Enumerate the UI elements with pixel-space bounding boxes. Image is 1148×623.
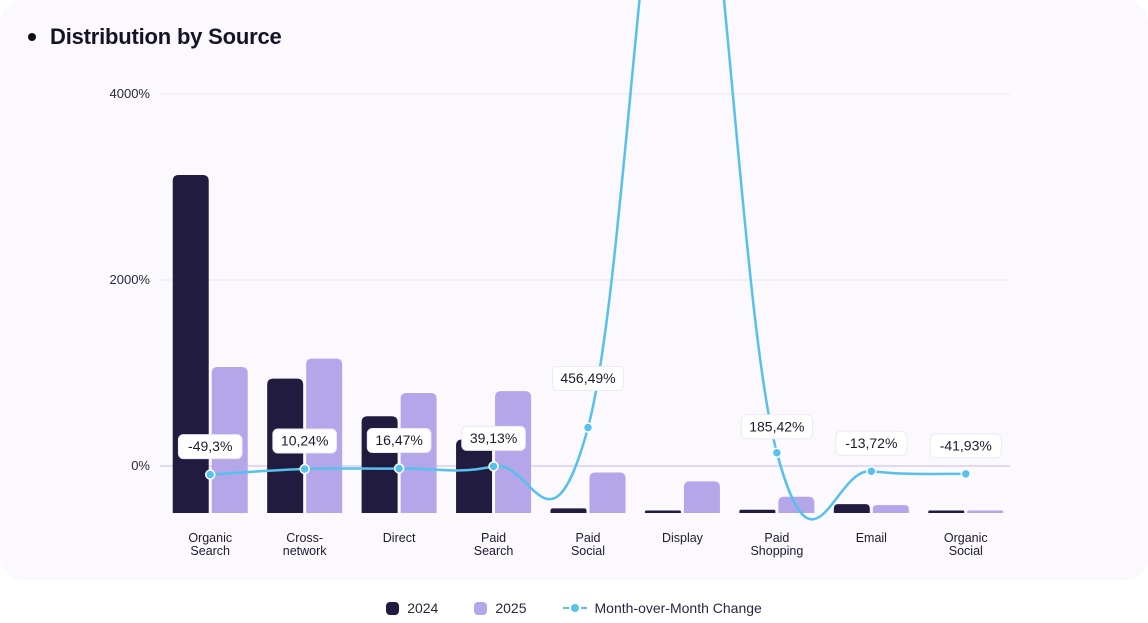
mom-point [488, 461, 499, 472]
bar-2025 [872, 505, 909, 513]
bar-2025 [589, 472, 626, 513]
mom-point [393, 463, 405, 474]
y-tick-label: 0% [131, 458, 150, 473]
bar-2024 [833, 504, 870, 513]
bar-2024 [550, 508, 587, 513]
x-tick-label: Direct [383, 531, 416, 545]
legend-label-mom-change: Month-over-Month Change [594, 600, 762, 616]
x-tick-label: Display [662, 531, 704, 545]
mom-data-label: -41,93% [940, 437, 992, 453]
mom-label-box [551, 366, 625, 392]
legend-item-2025[interactable]: 2025 [474, 600, 527, 616]
mom-label-box [272, 428, 337, 454]
mom-label-box [740, 414, 813, 440]
mom-label-box [177, 434, 243, 460]
x-tick-label: Organic Search [188, 531, 232, 558]
legend-swatch-2024 [386, 601, 400, 615]
x-tick-label: Organic Social [944, 531, 988, 558]
mom-point [866, 466, 877, 477]
mom-label-box [835, 430, 908, 456]
y-tick-label: 4000% [110, 86, 151, 101]
bar-2024 [456, 439, 493, 513]
bar-2025 [683, 481, 720, 513]
x-tick-label: Paid Shopping [750, 531, 803, 558]
chart-legend: 2024 2025 Month-over-Month Change [0, 600, 1148, 616]
legend-label-2025: 2025 [495, 600, 527, 616]
x-tick-label: Cross-network [283, 531, 328, 558]
title-row: Distribution by Source [28, 24, 282, 50]
legend-line-icon [562, 603, 587, 613]
mom-data-label: 185,42% [749, 418, 804, 434]
mom-point [299, 463, 310, 475]
mom-point [771, 447, 783, 459]
x-tick-label: Paid Social [571, 531, 605, 558]
legend-label-2024: 2024 [407, 600, 439, 616]
mom-label-box [366, 427, 432, 453]
mom-data-label: -49,3% [188, 438, 232, 454]
bar-2024 [644, 510, 681, 513]
x-tick-label: Paid Search [474, 531, 514, 558]
bar-2025 [400, 393, 437, 513]
mom-point [960, 468, 972, 480]
bar-2024 [928, 510, 965, 513]
legend-item-2024[interactable]: 2024 [386, 600, 438, 616]
page-title: Distribution by Source [50, 24, 282, 49]
mom-label-box [461, 425, 526, 451]
mom-data-label: 456,49% [560, 370, 615, 386]
mom-point [204, 469, 216, 480]
mom-label-box [929, 433, 1002, 459]
mom-point [582, 422, 594, 433]
mom-data-label: 16,47% [375, 432, 422, 448]
x-tick-label: Email [856, 531, 887, 545]
bar-2025 [967, 510, 1004, 513]
distribution-chart: 0%2000%4000%6000%8000%OrganicSearchCross… [110, 0, 1010, 558]
mom-data-label: 10,24% [281, 433, 328, 449]
bar-2024 [172, 174, 209, 513]
bullet-icon [28, 33, 36, 41]
legend-item-mom-change[interactable]: Month-over-Month Change [562, 600, 762, 616]
legend-swatch-2025 [474, 601, 488, 615]
bar-2024 [739, 509, 776, 513]
mom-data-label: -13,72% [845, 435, 897, 451]
mom-data-label: 39,13% [470, 430, 517, 446]
bar-2025 [495, 391, 532, 513]
y-tick-label: 2000% [110, 272, 151, 287]
